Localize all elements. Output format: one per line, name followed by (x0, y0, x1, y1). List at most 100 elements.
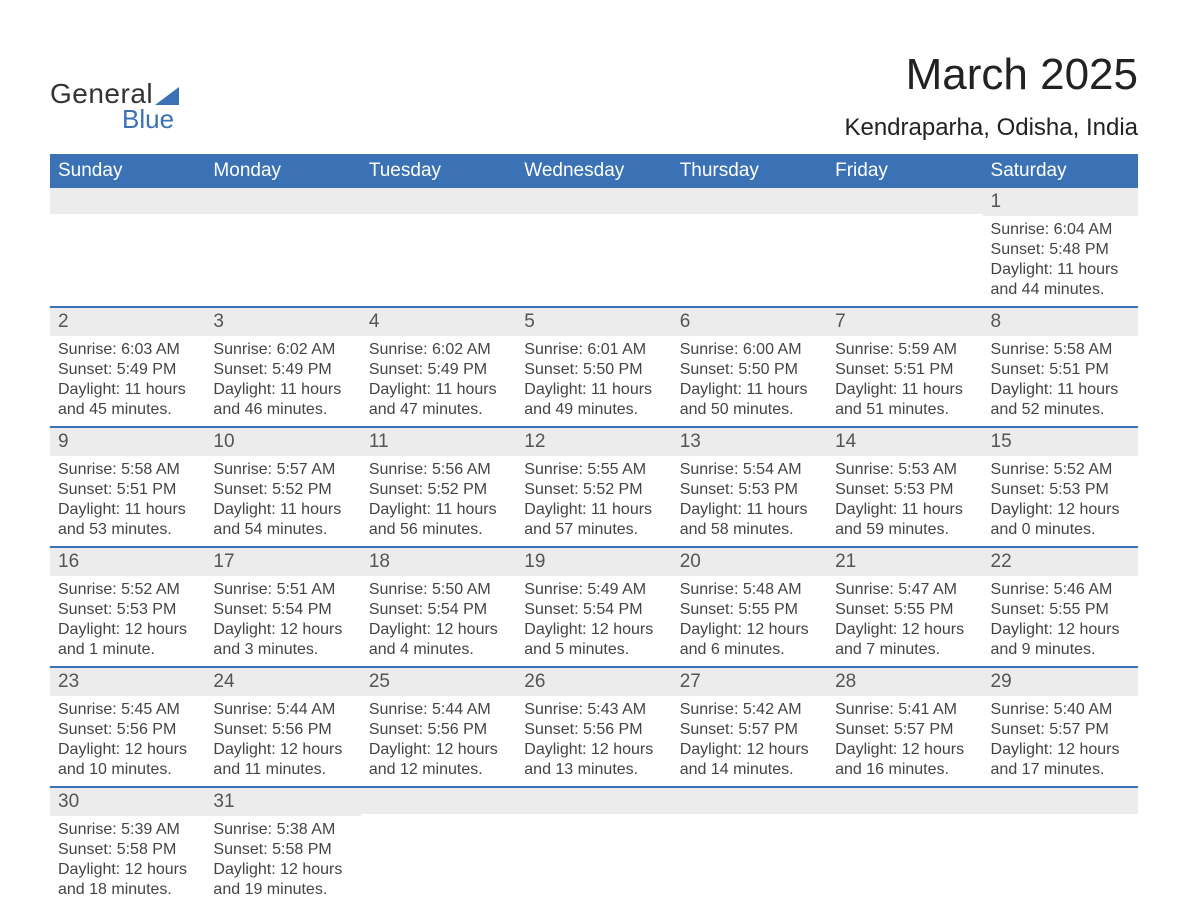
day-number: 1 (983, 188, 1138, 216)
daylight-line: Daylight: 11 hours and 58 minutes. (680, 500, 819, 540)
header: General Blue March 2025 Kendraparha, Odi… (50, 50, 1138, 142)
calendar-cell: 22Sunrise: 5:46 AMSunset: 5:55 PMDayligh… (983, 547, 1138, 667)
sunset-line: Sunset: 5:56 PM (213, 720, 352, 740)
calendar-week-row: 1Sunrise: 6:04 AMSunset: 5:48 PMDaylight… (50, 188, 1138, 307)
day-number: 28 (827, 668, 982, 696)
day-details: Sunrise: 5:51 AMSunset: 5:54 PMDaylight:… (205, 576, 360, 666)
sunrise-line: Sunrise: 5:53 AM (835, 460, 974, 480)
calendar-cell (827, 188, 982, 307)
day-details: Sunrise: 5:41 AMSunset: 5:57 PMDaylight:… (827, 696, 982, 786)
calendar-cell: 7Sunrise: 5:59 AMSunset: 5:51 PMDaylight… (827, 307, 982, 427)
sunset-line: Sunset: 5:55 PM (680, 600, 819, 620)
calendar-cell (516, 188, 671, 307)
daybody-empty (827, 814, 982, 884)
daylight-line: Daylight: 11 hours and 46 minutes. (213, 380, 352, 420)
daybody-empty (361, 214, 516, 284)
sunrise-line: Sunrise: 5:46 AM (991, 580, 1130, 600)
sunset-line: Sunset: 5:50 PM (680, 360, 819, 380)
sunrise-line: Sunrise: 5:51 AM (213, 580, 352, 600)
calendar-cell: 23Sunrise: 5:45 AMSunset: 5:56 PMDayligh… (50, 667, 205, 787)
daynum-empty (983, 788, 1138, 814)
calendar-cell: 24Sunrise: 5:44 AMSunset: 5:56 PMDayligh… (205, 667, 360, 787)
day-details: Sunrise: 6:00 AMSunset: 5:50 PMDaylight:… (672, 336, 827, 426)
sunset-line: Sunset: 5:49 PM (58, 360, 197, 380)
daynum-empty (361, 188, 516, 214)
location-subtitle: Kendraparha, Odisha, India (844, 114, 1138, 142)
calendar-cell: 21Sunrise: 5:47 AMSunset: 5:55 PMDayligh… (827, 547, 982, 667)
logo-triangle-icon (155, 87, 179, 105)
day-details: Sunrise: 5:49 AMSunset: 5:54 PMDaylight:… (516, 576, 671, 666)
calendar-cell (50, 188, 205, 307)
sunrise-line: Sunrise: 5:49 AM (524, 580, 663, 600)
daybody-empty (516, 214, 671, 284)
daylight-line: Daylight: 12 hours and 13 minutes. (524, 740, 663, 780)
day-details: Sunrise: 6:03 AMSunset: 5:49 PMDaylight:… (50, 336, 205, 426)
day-header: Sunday (50, 154, 205, 188)
sunrise-line: Sunrise: 5:44 AM (369, 700, 508, 720)
sunrise-line: Sunrise: 5:42 AM (680, 700, 819, 720)
day-details: Sunrise: 5:46 AMSunset: 5:55 PMDaylight:… (983, 576, 1138, 666)
day-number: 22 (983, 548, 1138, 576)
calendar-cell: 8Sunrise: 5:58 AMSunset: 5:51 PMDaylight… (983, 307, 1138, 427)
day-number: 19 (516, 548, 671, 576)
daybody-empty (672, 814, 827, 884)
calendar-week-row: 2Sunrise: 6:03 AMSunset: 5:49 PMDaylight… (50, 307, 1138, 427)
daylight-line: Daylight: 12 hours and 16 minutes. (835, 740, 974, 780)
calendar-cell: 28Sunrise: 5:41 AMSunset: 5:57 PMDayligh… (827, 667, 982, 787)
daylight-line: Daylight: 12 hours and 9 minutes. (991, 620, 1130, 660)
day-number: 5 (516, 308, 671, 336)
sunset-line: Sunset: 5:56 PM (524, 720, 663, 740)
sunset-line: Sunset: 5:57 PM (835, 720, 974, 740)
day-number: 14 (827, 428, 982, 456)
day-details: Sunrise: 5:57 AMSunset: 5:52 PMDaylight:… (205, 456, 360, 546)
day-number: 7 (827, 308, 982, 336)
calendar-cell: 16Sunrise: 5:52 AMSunset: 5:53 PMDayligh… (50, 547, 205, 667)
sunrise-line: Sunrise: 5:40 AM (991, 700, 1130, 720)
calendar-body: 1 Sunrise: 6:04 AMSunset: 5:48 PM Daylight… (50, 188, 1138, 906)
day-number: 8 (983, 308, 1138, 336)
calendar-cell (205, 188, 360, 307)
sunrise-line: Sunrise: 6:01 AM (524, 340, 663, 360)
daybody-empty (516, 814, 671, 884)
daylight-line: Daylight: 12 hours and 6 minutes. (680, 620, 819, 660)
day-details: Sunrise: 5:53 AMSunset: 5:53 PMDaylight:… (827, 456, 982, 546)
calendar-cell: 1Sunrise: 6:04 AMSunset: 5:48 PMDaylight… (983, 188, 1138, 307)
sunset-line: Sunset: 5:52 PM (524, 480, 663, 500)
calendar-week-row: 23Sunrise: 5:45 AMSunset: 5:56 PMDayligh… (50, 667, 1138, 787)
day-number: 21 (827, 548, 982, 576)
logo-word-blue: Blue (122, 104, 174, 135)
day-number: 11 (361, 428, 516, 456)
daylight-line: Daylight: 12 hours and 10 minutes. (58, 740, 197, 780)
daylight-line: Daylight: 11 hours and 49 minutes. (524, 380, 663, 420)
sunrise-line: Sunrise: 5:50 AM (369, 580, 508, 600)
day-details: Sunrise: 5:44 AMSunset: 5:56 PMDaylight:… (361, 696, 516, 786)
day-details: Sunrise: 5:38 AMSunset: 5:58 PMDaylight:… (205, 816, 360, 906)
calendar-cell (672, 787, 827, 906)
calendar-week-row: 9Sunrise: 5:58 AMSunset: 5:51 PMDaylight… (50, 427, 1138, 547)
sunrise-line: Sunrise: 5:38 AM (213, 820, 352, 840)
calendar-header-row: SundayMondayTuesdayWednesdayThursdayFrid… (50, 154, 1138, 188)
calendar-cell: 11Sunrise: 5:56 AMSunset: 5:52 PMDayligh… (361, 427, 516, 547)
sunrise-line: Sunrise: 6:04 AM (991, 220, 1130, 240)
calendar-cell: 18Sunrise: 5:50 AMSunset: 5:54 PMDayligh… (361, 547, 516, 667)
calendar-cell (983, 787, 1138, 906)
sunset-line: Sunset: 5:53 PM (680, 480, 819, 500)
calendar-table: SundayMondayTuesdayWednesdayThursdayFrid… (50, 154, 1138, 906)
calendar-cell: 30Sunrise: 5:39 AMSunset: 5:58 PMDayligh… (50, 787, 205, 906)
day-header: Monday (205, 154, 360, 188)
calendar-cell (672, 188, 827, 307)
day-number: 24 (205, 668, 360, 696)
calendar-week-row: 30Sunrise: 5:39 AMSunset: 5:58 PMDayligh… (50, 787, 1138, 906)
calendar-cell: 27Sunrise: 5:42 AMSunset: 5:57 PMDayligh… (672, 667, 827, 787)
daynum-empty (205, 188, 360, 214)
sunset-line: Sunset: 5:48 PM (991, 240, 1130, 260)
day-details: Sunrise: 5:43 AMSunset: 5:56 PMDaylight:… (516, 696, 671, 786)
sunset-line: Sunset: 5:52 PM (369, 480, 508, 500)
calendar-cell: 10Sunrise: 5:57 AMSunset: 5:52 PMDayligh… (205, 427, 360, 547)
daybody-empty (50, 214, 205, 284)
daynum-empty (827, 188, 982, 214)
calendar-cell: 19Sunrise: 5:49 AMSunset: 5:54 PMDayligh… (516, 547, 671, 667)
sunset-line: Sunset: 5:53 PM (835, 480, 974, 500)
daylight-line: Daylight: 12 hours and 4 minutes. (369, 620, 508, 660)
sunset-line: Sunset: 5:51 PM (58, 480, 197, 500)
